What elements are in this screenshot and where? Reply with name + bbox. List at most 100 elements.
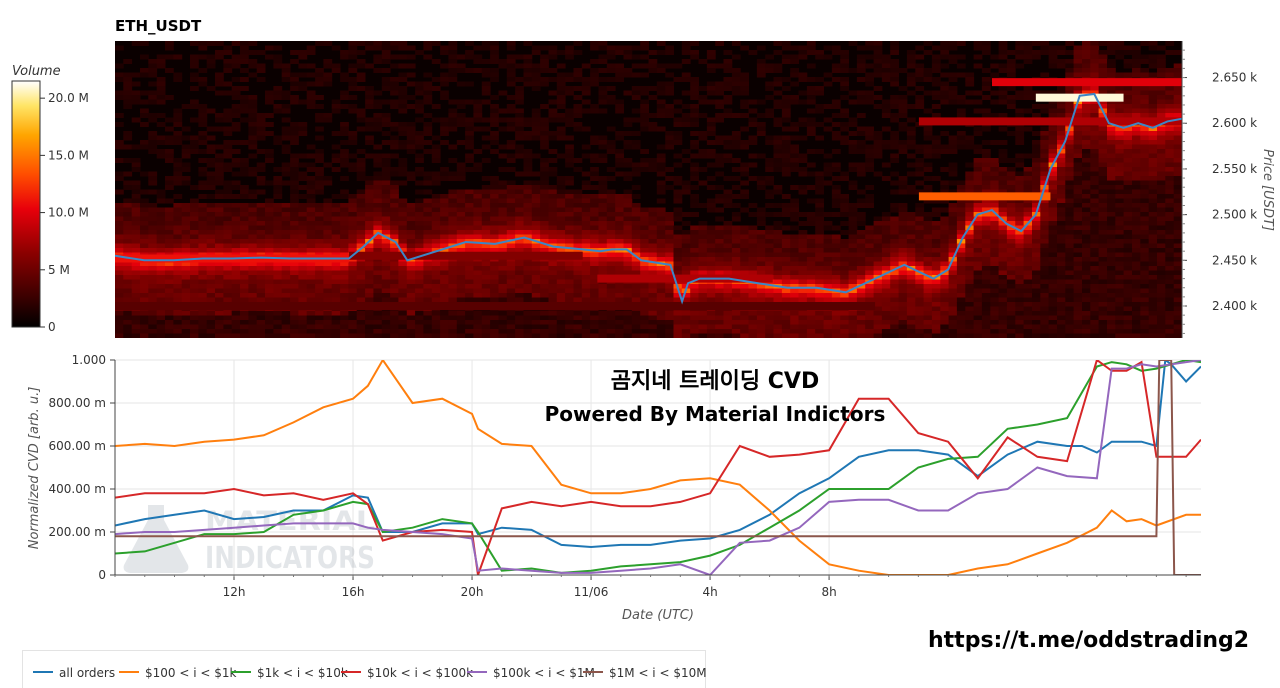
heatmap-cell	[873, 131, 883, 136]
heatmap-cell	[781, 153, 791, 159]
heatmap-cell	[206, 320, 216, 325]
heatmap-cell	[340, 324, 349, 330]
heatmap-cell	[615, 230, 624, 235]
heatmap-cell	[640, 261, 649, 267]
heatmap-cell	[973, 252, 983, 258]
heatmap-cell	[615, 248, 624, 253]
heatmap-cell	[856, 59, 866, 64]
heatmap-cell	[898, 207, 908, 213]
heatmap-cell	[473, 333, 483, 338]
heatmap-cell	[715, 90, 724, 96]
heatmap-cell	[306, 288, 316, 294]
heatmap-cell	[715, 81, 724, 87]
heatmap-cell	[473, 104, 483, 109]
heatmap-cell	[290, 77, 299, 82]
heatmap-cell	[306, 284, 316, 289]
heatmap-cell	[240, 279, 249, 285]
heatmap-cell	[840, 176, 849, 181]
heatmap-cell	[156, 207, 166, 213]
heatmap-cell	[823, 257, 833, 262]
heatmap-cell	[331, 311, 341, 316]
heatmap-cell	[723, 329, 733, 334]
heatmap-cell	[440, 198, 449, 204]
heatmap-cell	[640, 117, 649, 123]
heatmap-cell	[490, 77, 499, 82]
heatmap-cell	[181, 207, 191, 213]
heatmap-cell	[390, 171, 399, 177]
heatmap-cell	[898, 95, 908, 100]
heatmap-cell	[215, 212, 224, 217]
heatmap-cell	[915, 180, 925, 186]
heatmap-cell	[115, 144, 124, 150]
heatmap-cell	[598, 315, 608, 321]
heatmap-cell	[556, 77, 566, 82]
heatmap-cell	[981, 140, 991, 145]
heatmap-cell	[340, 212, 349, 217]
heatmap-cell	[673, 212, 683, 217]
heatmap-cell	[540, 333, 549, 338]
heatmap-cell	[815, 266, 824, 271]
heatmap-cell	[215, 158, 224, 163]
heatmap-cell	[123, 248, 133, 253]
heatmap-cell	[156, 77, 166, 82]
heatmap-cell	[973, 261, 983, 267]
heatmap-cell	[490, 261, 499, 267]
heatmap-cell	[973, 207, 983, 213]
heatmap-cell	[323, 203, 333, 208]
heatmap-cell	[731, 176, 741, 181]
heatmap-cell	[373, 144, 383, 150]
heatmap-cell	[523, 194, 533, 199]
heatmap-cell	[415, 221, 424, 226]
heatmap-cell	[748, 212, 758, 217]
heatmap-cell	[973, 234, 983, 240]
heatmap-cell	[206, 185, 216, 190]
heatmap-cell	[398, 63, 408, 69]
heatmap-cell	[540, 324, 549, 330]
heatmap-cell	[231, 234, 241, 240]
heatmap-cell	[406, 333, 416, 338]
heatmap-cell	[473, 261, 483, 267]
heatmap-cell	[931, 320, 941, 325]
heatmap-cell	[398, 122, 408, 127]
heatmap-cell	[723, 297, 733, 303]
heatmap-cell	[231, 104, 241, 109]
heatmap-cell	[840, 311, 849, 316]
heatmap-cell	[431, 315, 441, 321]
heatmap-cell	[823, 153, 833, 159]
heatmap-cell	[140, 297, 149, 303]
heatmap-cell	[840, 324, 849, 330]
heatmap-cell	[815, 288, 824, 294]
heatmap-cell	[523, 248, 533, 253]
heatmap-cell	[215, 77, 224, 82]
heatmap-cell	[765, 315, 774, 321]
heatmap-cell	[573, 50, 583, 55]
heatmap-cell	[373, 324, 383, 330]
heatmap-cell	[890, 284, 899, 289]
heatmap-cell	[806, 275, 816, 280]
heatmap-cell	[306, 293, 316, 298]
heatmap-cell	[765, 86, 774, 91]
heatmap-cell	[573, 108, 583, 114]
heatmap-cell	[965, 99, 975, 105]
heatmap-cell	[481, 176, 491, 181]
heatmap-cell	[915, 261, 925, 267]
heatmap-cell	[390, 333, 399, 338]
heatmap-cell	[881, 306, 891, 312]
heatmap-cell	[798, 252, 808, 258]
heatmap-cell	[640, 63, 649, 69]
heatmap-cell	[523, 167, 533, 172]
heatmap-cell	[581, 90, 591, 96]
heatmap-cell	[548, 185, 558, 190]
heatmap-cell	[623, 221, 633, 226]
heatmap-cell	[540, 297, 549, 303]
heatmap-cell	[573, 86, 583, 91]
heatmap-cell	[523, 63, 533, 69]
heatmap-cell	[548, 113, 558, 118]
heatmap-cell	[540, 189, 549, 195]
heatmap-cell	[598, 225, 608, 231]
heatmap-cell	[898, 126, 908, 132]
heatmap-cell	[706, 50, 716, 55]
heatmap-cell	[648, 59, 658, 64]
heatmap-cell	[281, 207, 291, 213]
heatmap-cell	[140, 324, 149, 330]
